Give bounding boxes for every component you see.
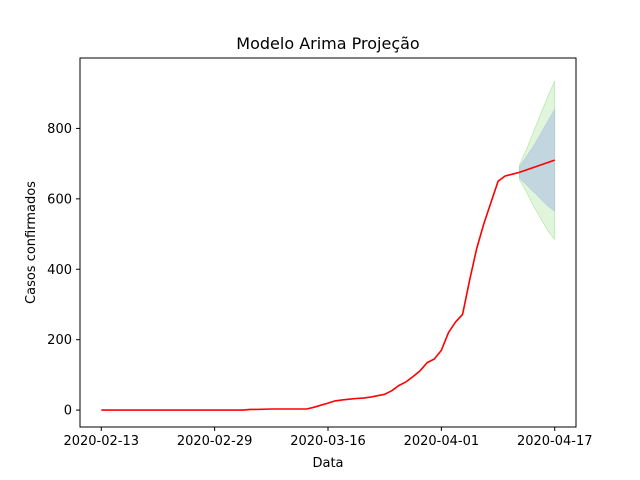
y-tick-label: 600 (47, 192, 72, 207)
confidence-band-inner (518, 107, 556, 213)
y-tick-label: 0 (64, 404, 72, 419)
x-axis-label: Data (312, 456, 343, 471)
y-tick-label: 800 (47, 122, 72, 137)
x-tick-label: 2020-02-29 (177, 434, 253, 449)
x-tick-label: 2020-02-13 (63, 434, 139, 449)
chart-title: Modelo Arima Projeção (236, 34, 419, 53)
y-axis-label: Casos confirmados (24, 181, 39, 304)
confidence-bands (518, 80, 556, 241)
x-tick-label: 2020-04-17 (517, 434, 593, 449)
series-line-observed (101, 171, 520, 411)
x-tick-label: 2020-04-01 (404, 434, 480, 449)
series-line-forecast (519, 159, 555, 174)
x-tick-label: 2020-03-16 (290, 434, 366, 449)
y-axis-ticks: 0 200 400 600 800 (47, 122, 80, 419)
y-tick-label: 200 (47, 333, 72, 348)
plot-frame (79, 57, 577, 428)
y-tick-label: 400 (47, 263, 72, 278)
series-lines (101, 159, 555, 411)
x-axis-ticks: 2020-02-13 2020-02-29 2020-03-16 2020-04-01… (63, 427, 593, 449)
